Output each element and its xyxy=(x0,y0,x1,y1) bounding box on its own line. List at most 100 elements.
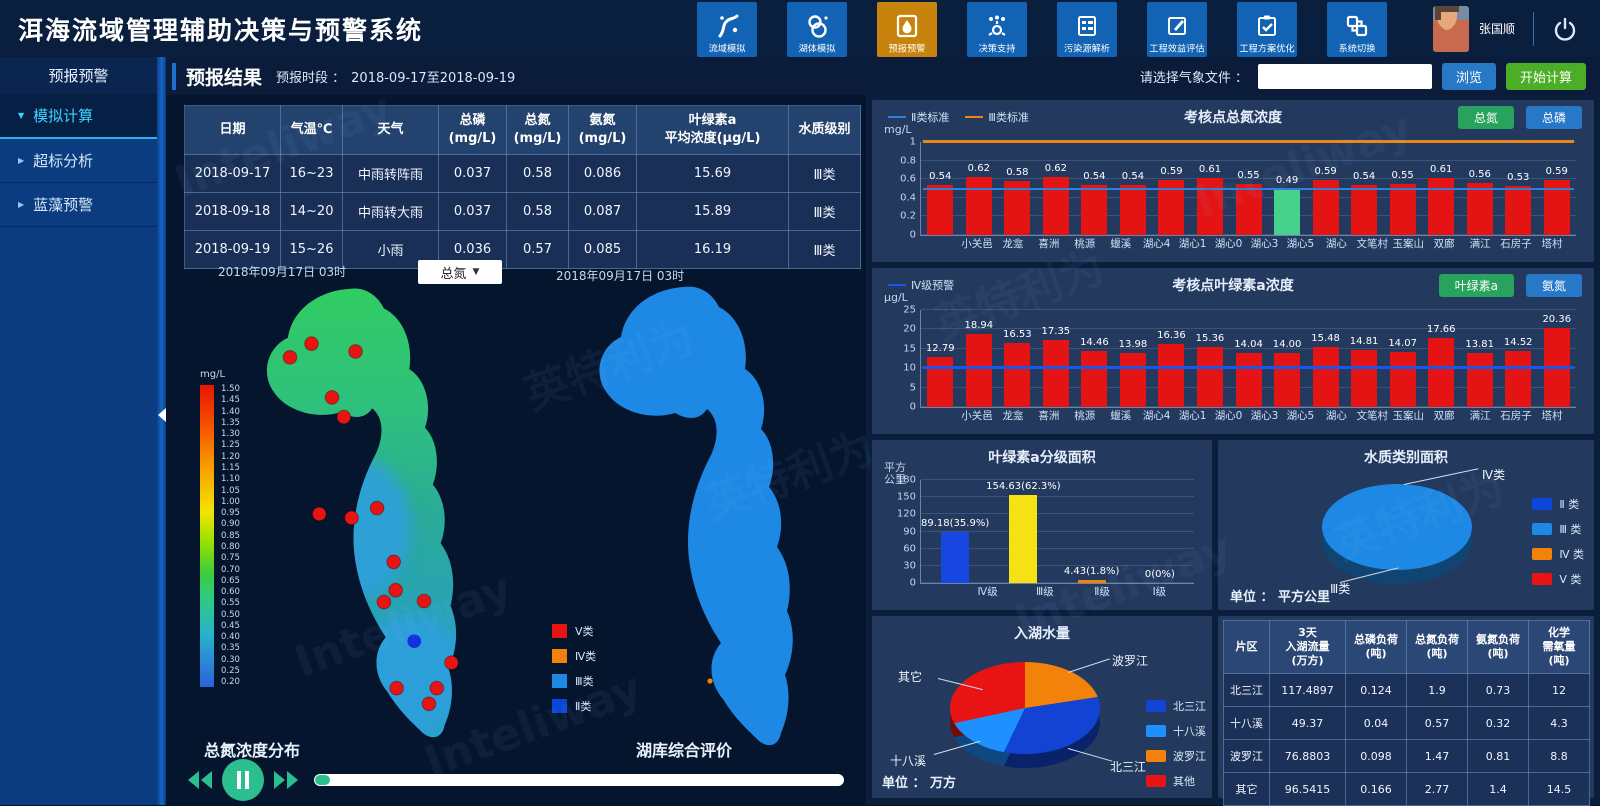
x-tick-label: 小关邑 xyxy=(961,238,993,250)
avatar[interactable] xyxy=(1432,5,1469,52)
pause-button[interactable] xyxy=(220,757,266,803)
inflow-callout-tr: 波罗江 xyxy=(1112,654,1149,668)
bar xyxy=(1119,184,1146,235)
nav-button-湖体模拟[interactable]: 湖体模拟 xyxy=(787,2,847,57)
legend-swatch xyxy=(552,649,567,663)
edit-icon xyxy=(1164,13,1190,39)
bar-slot: 0.53 xyxy=(1499,142,1538,235)
nav-button-工程效益评估[interactable]: 工程效益评估 xyxy=(1147,2,1207,57)
table-cell: 1.47 xyxy=(1406,739,1468,773)
nav-button-系统切换[interactable]: 系统切换 xyxy=(1327,2,1387,57)
wq-pie-legend: Ⅱ 类 Ⅲ 类 Ⅳ 类 Ⅴ 类 xyxy=(1532,496,1584,587)
monitoring-dot[interactable] xyxy=(282,350,298,365)
tn-chart-title: 考核点总氮浓度 xyxy=(1184,110,1282,126)
rewind-button[interactable] xyxy=(186,769,214,791)
monitoring-dot[interactable] xyxy=(336,409,352,425)
bar-slot: 15.36 xyxy=(1191,310,1230,407)
legend-swatch xyxy=(1146,700,1166,712)
chla-chart: μg/L 0 5 10 15 20 25 12.79 18.94 16.53 17.35 14.46 1… xyxy=(882,291,1582,428)
y-tick-label: 0 xyxy=(909,401,916,413)
table-cell: 15~26 xyxy=(280,230,343,269)
monitoring-dot[interactable] xyxy=(416,593,432,609)
table-cell: 0.166 xyxy=(1345,772,1407,806)
monitoring-dot[interactable] xyxy=(348,344,363,359)
legend-line xyxy=(888,116,906,118)
monitoring-dot[interactable] xyxy=(388,582,403,598)
column-header: 氨氮负荷 (吨) xyxy=(1467,620,1529,674)
monitoring-dot[interactable] xyxy=(429,680,445,696)
chart-button-叶绿素a[interactable]: 叶绿素a xyxy=(1438,274,1514,297)
sidebar-divider[interactable] xyxy=(157,57,166,805)
bar xyxy=(1042,339,1069,407)
inflow-volume-card: 入湖水量 波罗江 其它 十八溪 北三江 北三江 十八溪 波罗江 其他 单位 ： 万方 xyxy=(872,616,1212,798)
monitoring-dot[interactable] xyxy=(344,510,359,526)
right-map-caption: 湖库综合评价 xyxy=(636,741,733,760)
chart-button-总磷[interactable]: 总磷 xyxy=(1525,106,1582,129)
bar xyxy=(1196,347,1223,407)
bar-value-label: 4.43(1.8%) xyxy=(1063,566,1120,578)
table-cell: 2018-09-19 xyxy=(184,230,281,269)
legend-swatch xyxy=(552,699,567,713)
user-name: 张国顺 xyxy=(1478,22,1515,36)
browse-button[interactable]: 浏览 xyxy=(1441,62,1496,90)
monitoring-dot[interactable] xyxy=(386,554,402,570)
weather-file-input[interactable] xyxy=(1257,63,1432,89)
monitoring-dot[interactable] xyxy=(304,336,319,351)
y-tick-label: 180 xyxy=(896,474,916,486)
chart-button-总氮[interactable]: 总氮 xyxy=(1457,106,1514,129)
sidebar-item-模拟计算[interactable]: ▼ 模拟计算 xyxy=(0,94,157,139)
x-tick-label: 湖心0 xyxy=(1214,410,1243,422)
monitoring-dot[interactable] xyxy=(311,506,327,522)
table-cell: 16~23 xyxy=(280,154,343,193)
lake-evaluation-map[interactable] xyxy=(564,279,864,749)
table-cell: 中雨转大雨 xyxy=(342,192,439,231)
bar-slot: 0.54 xyxy=(921,142,960,235)
legend-label: Ⅲ类 xyxy=(575,675,594,688)
collapse-sidebar-icon[interactable] xyxy=(158,408,166,422)
legend-item: Ⅲ 类 xyxy=(1532,521,1584,537)
sidebar-item-蓝藻预警[interactable]: ▶ 蓝藻预警 xyxy=(0,183,157,227)
sidebar-item-超标分析[interactable]: ▶ 超标分析 xyxy=(0,139,157,183)
monitoring-dot[interactable] xyxy=(369,500,385,516)
table-cell: 0.086 xyxy=(568,154,637,193)
power-button[interactable] xyxy=(1552,16,1578,42)
bar-value-label: 0.59 xyxy=(1160,166,1183,178)
monitoring-dot[interactable] xyxy=(389,680,404,696)
parameter-dropdown[interactable]: 总氮 ▼ xyxy=(418,260,502,284)
maps-panel: 日期 气温℃ 天气 总磷 (mg/L) 总氮 (mg/L) 氨氮 (mg/L) 叶绿素a 平均浓度(… xyxy=(166,95,866,805)
bar-value-label: 14.07 xyxy=(1388,338,1417,350)
y-tick-label: 120 xyxy=(896,508,916,520)
bar xyxy=(1081,184,1108,235)
sidebar-item-label: 模拟计算 xyxy=(33,107,94,125)
nav-button-工程方案优化[interactable]: 工程方案优化 xyxy=(1237,2,1297,57)
column-header: 化学 需氧量 (吨) xyxy=(1528,620,1590,674)
monitoring-dot-blue[interactable] xyxy=(407,634,422,649)
callout-line xyxy=(1403,468,1479,485)
monitoring-dot[interactable] xyxy=(376,594,392,610)
nav-button-流域模拟[interactable]: 流域模拟 xyxy=(697,2,757,57)
forecast-table: 日期 气温℃ 天气 总磷 (mg/L) 总氮 (mg/L) 氨氮 (mg/L) 叶绿素a 平均浓度(… xyxy=(184,105,861,269)
bar-value-label: 13.81 xyxy=(1465,339,1495,351)
chart-button-氨氮[interactable]: 氨氮 xyxy=(1525,274,1582,297)
nav-button-决策支持[interactable]: 决策支持 xyxy=(967,2,1027,57)
start-calc-button[interactable]: 开始计算 xyxy=(1505,62,1586,90)
fast-forward-button[interactable] xyxy=(272,769,300,791)
scale-gradient-bar xyxy=(200,385,214,687)
bar xyxy=(1235,352,1262,407)
bar-value-label: 0.49 xyxy=(1275,175,1299,187)
x-tick-label: 玉案山 xyxy=(1392,238,1424,250)
monitoring-dot[interactable] xyxy=(421,696,437,712)
bar-value-label: 15.36 xyxy=(1195,333,1225,345)
bar-slot: 0.62 xyxy=(960,142,999,235)
monitoring-dot[interactable] xyxy=(324,390,340,405)
timeline-slider[interactable] xyxy=(314,774,844,786)
tn-distribution-map[interactable] xyxy=(254,281,504,741)
nav-label: 湖体模拟 xyxy=(798,44,836,55)
monitoring-dot[interactable] xyxy=(444,655,459,671)
nav-button-预报预警[interactable]: 预报预警 xyxy=(877,2,937,57)
gridline xyxy=(921,159,1576,161)
nav-button-污染源解析[interactable]: 污染源解析 xyxy=(1057,2,1117,57)
table-cell: 0.037 xyxy=(438,154,507,193)
bar xyxy=(1351,349,1378,407)
legend-swatch xyxy=(1146,750,1166,762)
